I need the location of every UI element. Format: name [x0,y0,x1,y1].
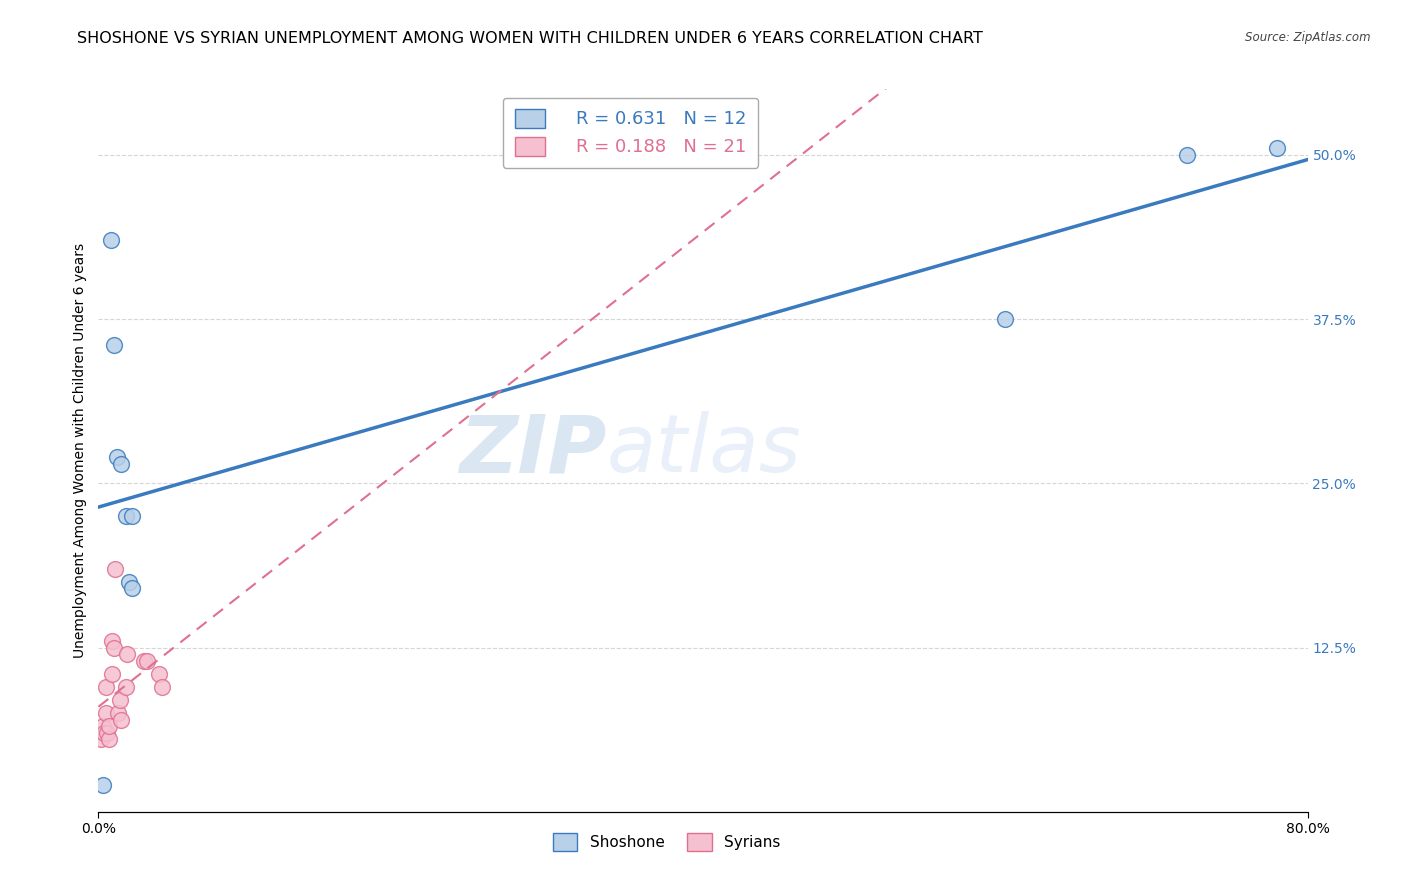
Point [115,647,138,661]
Point [104,562,127,576]
Point [103,640,125,655]
Point [98,732,121,747]
Point [150,680,173,694]
Text: SHOSHONE VS SYRIAN UNEMPLOYMENT AMONG WOMEN WITH CHILDREN UNDER 6 YEARS CORRELAT: SHOSHONE VS SYRIAN UNEMPLOYMENT AMONG WO… [77,31,983,46]
Point [101,634,124,648]
Text: ZIP: ZIP [458,411,606,490]
Point [100,233,122,247]
Point [1267,141,1289,155]
Point [101,666,124,681]
Point [994,312,1017,326]
Text: Source: ZipAtlas.com: Source: ZipAtlas.com [1246,31,1371,45]
Point [118,574,141,589]
Legend: Shoshone, Syrians: Shoshone, Syrians [546,825,789,858]
Point [91,779,114,793]
Point [91,719,114,733]
Point [94,680,117,694]
Point [1175,148,1198,162]
Point [103,338,125,352]
Point [90,732,112,747]
Legend:     R = 0.631   N = 12,     R = 0.188   N = 21: R = 0.631 N = 12, R = 0.188 N = 21 [503,97,758,168]
Point [114,509,136,524]
Point [121,509,143,524]
Point [110,457,132,471]
Point [98,719,121,733]
Point [121,582,143,596]
Point [94,706,117,721]
Point [108,693,131,707]
Point [114,680,136,694]
Point [107,706,129,721]
Point [132,654,155,668]
Y-axis label: Unemployment Among Women with Children Under 6 years: Unemployment Among Women with Children U… [73,243,87,658]
Point [96,726,118,740]
Text: atlas: atlas [606,411,801,490]
Point [110,713,132,727]
Point [93,726,115,740]
Point [105,450,128,464]
Point [148,666,170,681]
Point [135,654,157,668]
